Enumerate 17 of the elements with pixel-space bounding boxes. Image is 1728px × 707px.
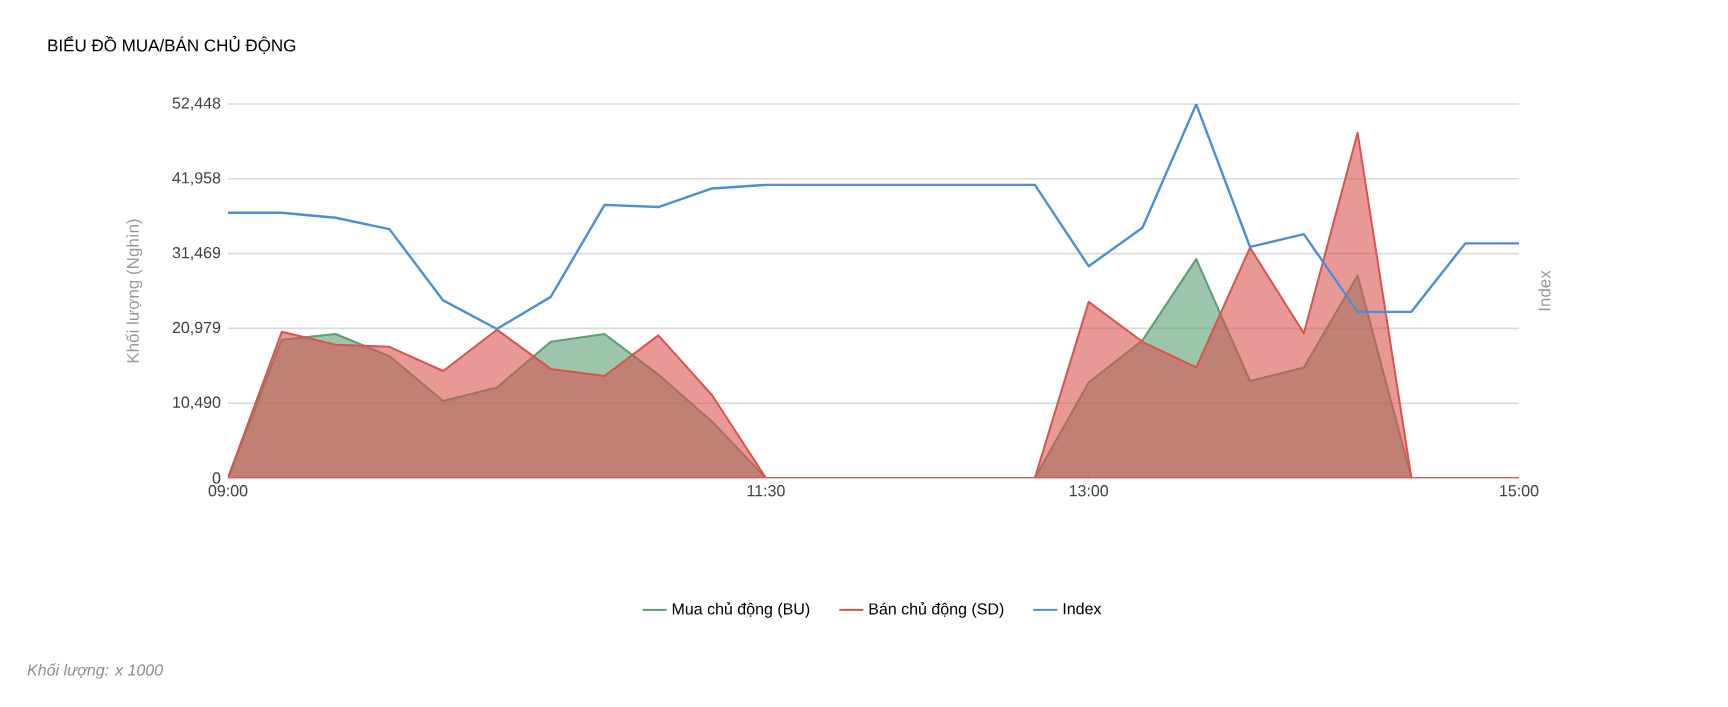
x-tick-label: 11:30 <box>747 485 785 497</box>
y-tick-label: 41,958 <box>172 172 221 186</box>
legend-label: Bán chủ động (SD) <box>869 602 1004 618</box>
legend-label: Index <box>1063 602 1102 615</box>
text: Khối lượng: x 1000 <box>27 663 163 679</box>
y2-axis-title: Index <box>1538 270 1551 311</box>
x-tick-label: 15:00 <box>1500 485 1539 497</box>
x-tick-label: 09:00 <box>208 485 248 497</box>
y-tick-label: 20,979 <box>172 321 221 335</box>
y-tick-label: 52,448 <box>172 97 221 111</box>
y-tick-label: 10,490 <box>173 396 221 410</box>
y-axis-title: Khối lượng (Nghìn) <box>125 219 143 363</box>
x-tick-label: 13:00 <box>1069 485 1109 497</box>
legend-label: Mua chủ động (BU) <box>672 602 810 618</box>
y-tick-label: 31,469 <box>172 246 221 261</box>
chart-title: BIỂU ĐỒ MUA/BÁN CHỦ ĐỘNG <box>48 36 296 54</box>
y-tick-label: 0 <box>212 472 221 484</box>
